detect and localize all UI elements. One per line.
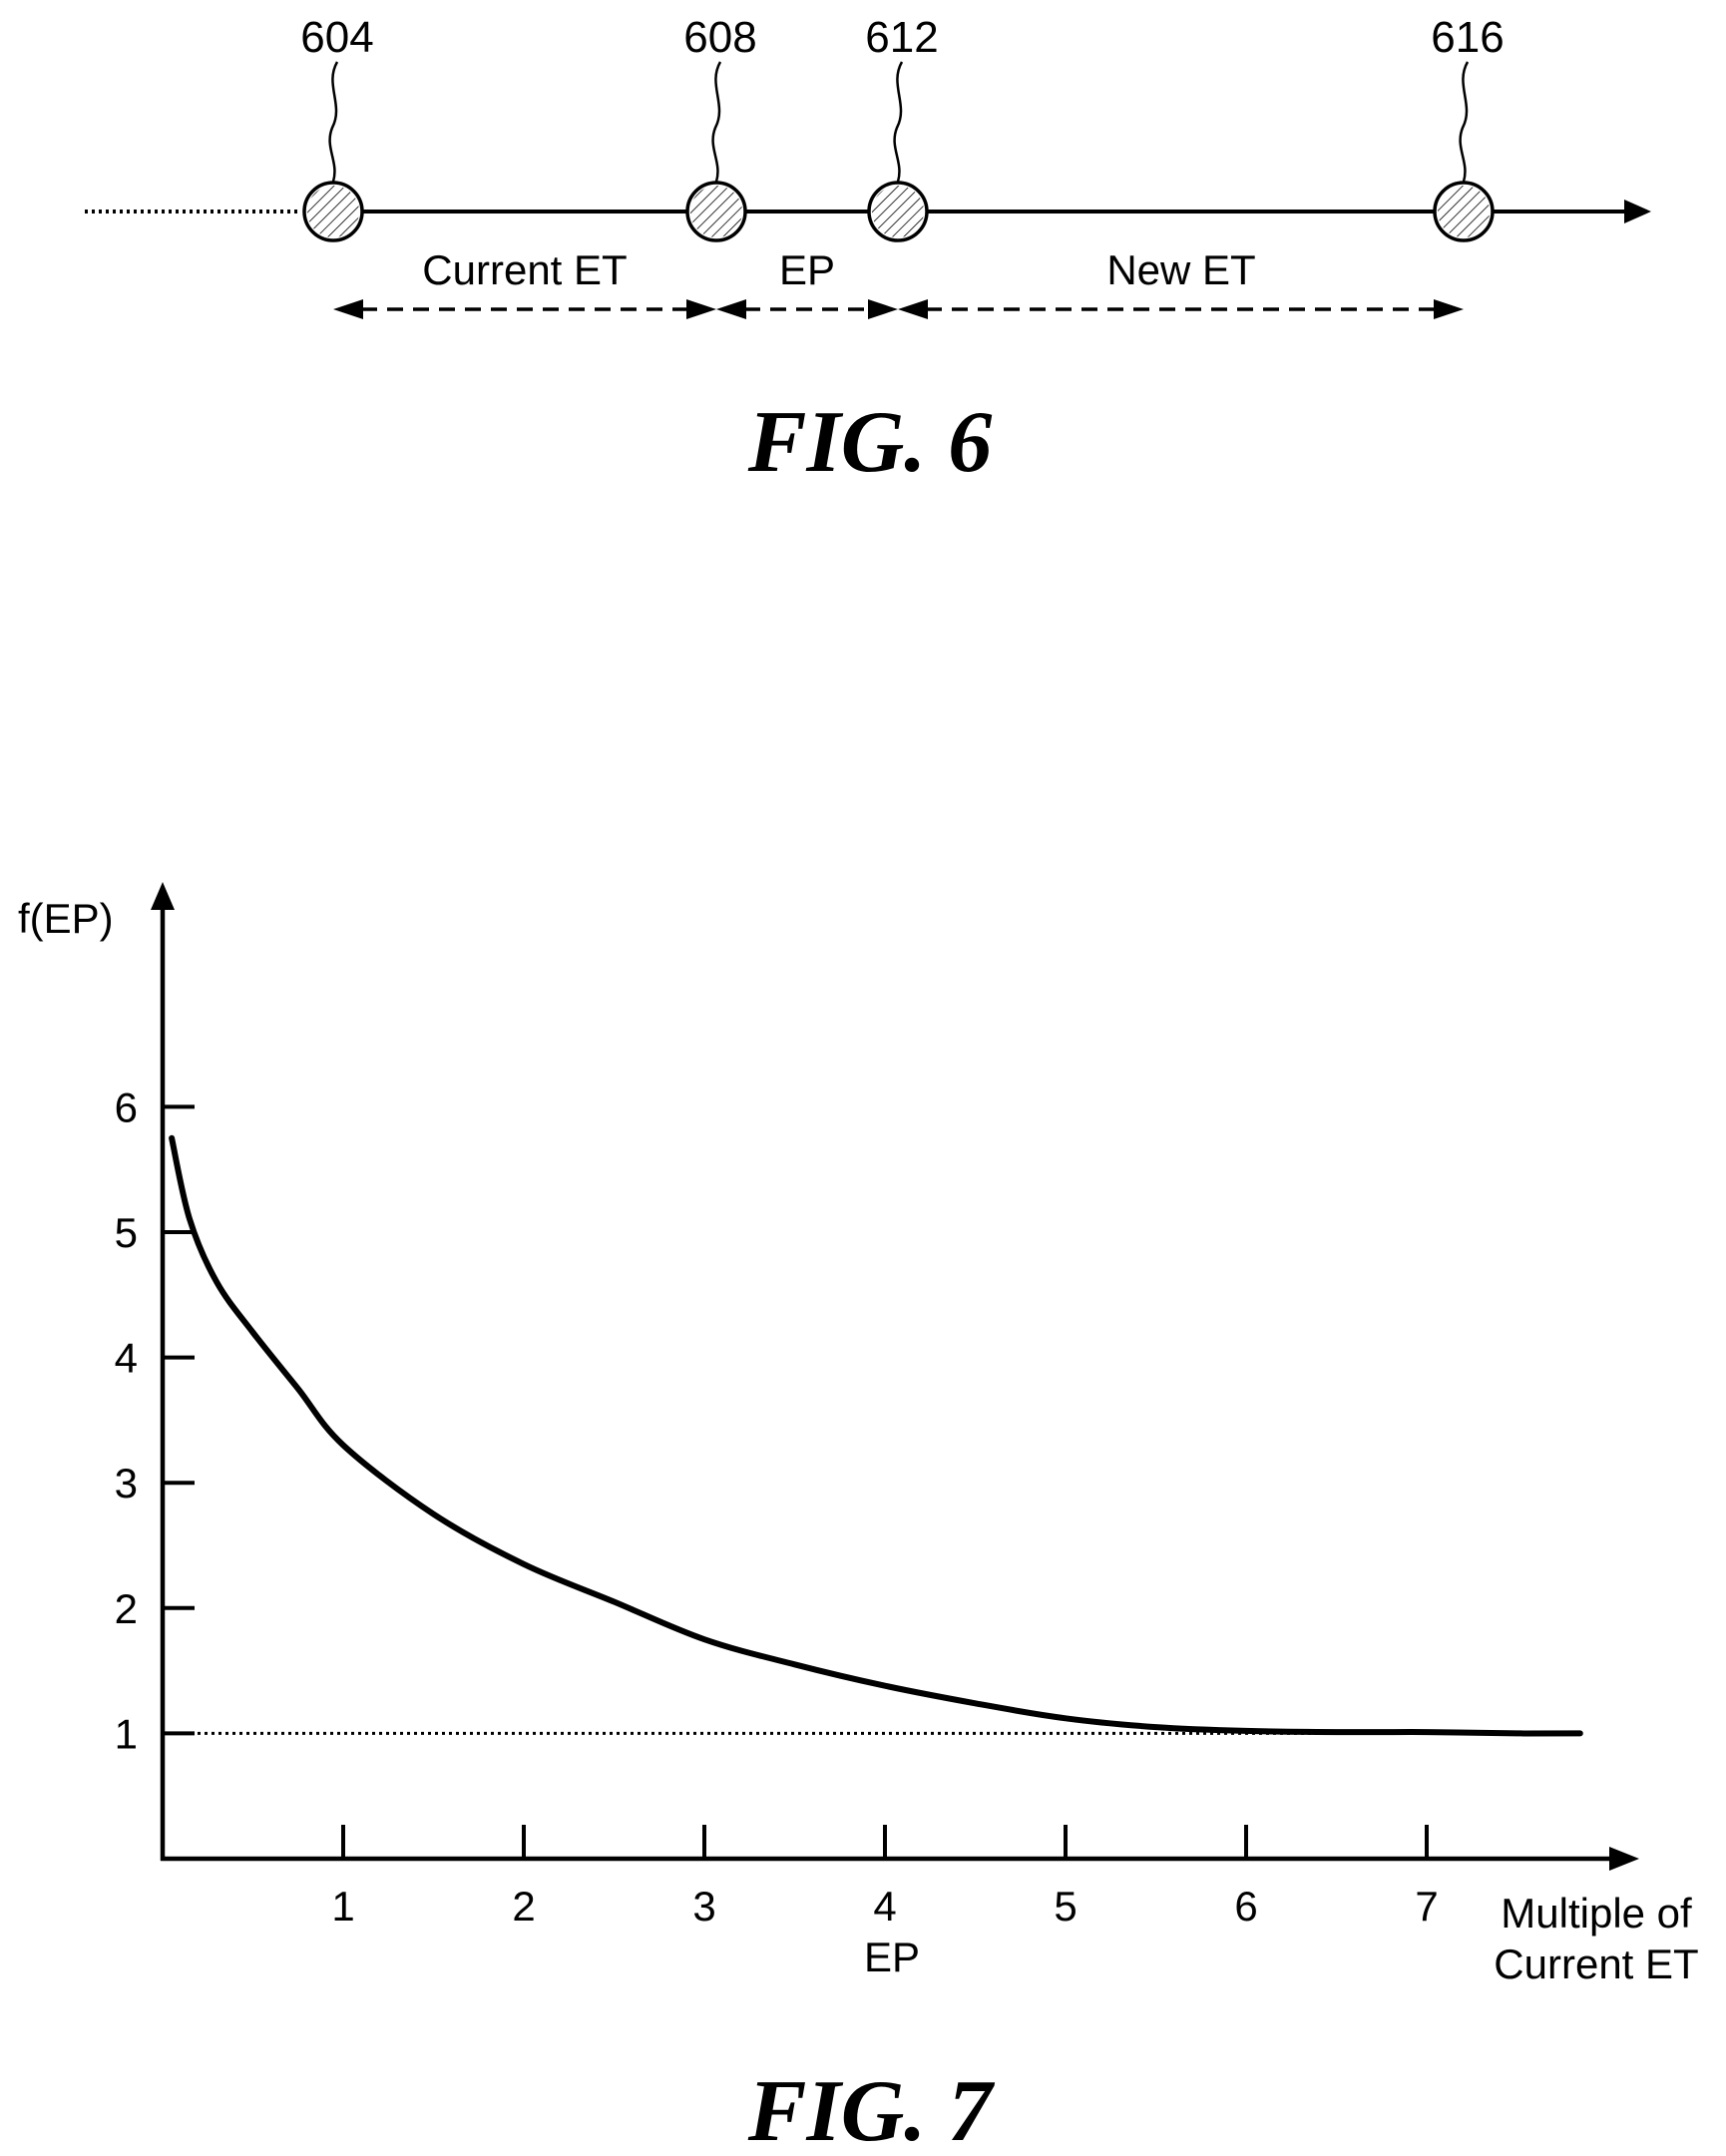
y-axis-label: f(EP) <box>18 895 114 942</box>
leader-612 <box>893 61 904 183</box>
ref-label-604: 604 <box>300 13 373 62</box>
ref-label-612: 612 <box>865 13 938 62</box>
node-612 <box>867 181 929 242</box>
node-604 <box>302 181 364 242</box>
span-arrow-new-et <box>898 299 1464 319</box>
fig6-timeline: 604 608 612 616 Current ET EP New ET FIG… <box>85 13 1651 491</box>
fig7-caption: FIG. 7 <box>747 2063 995 2156</box>
y-tick-label: 1 <box>115 1710 138 1757</box>
y-tick-label: 5 <box>115 1209 138 1256</box>
y-tick-label: 6 <box>115 1083 138 1130</box>
y-tick-label: 4 <box>115 1335 138 1382</box>
y-axis-arrowhead <box>151 882 175 910</box>
fig6-caption: FIG. 6 <box>747 394 993 491</box>
leader-604 <box>328 61 339 183</box>
x-axis-secondary-label-line1: Multiple of <box>1501 1890 1692 1937</box>
y-tick-label: 3 <box>115 1460 138 1507</box>
series-curve <box>169 1134 1583 1737</box>
x-axis-secondary-label-line2: Current ET <box>1494 1940 1698 1987</box>
fig7-chart: 1 2 3 4 5 6 1 2 3 4 5 6 7 f(EP) EP Multiple of Curr… <box>18 882 1699 2156</box>
node-616 <box>1433 181 1495 242</box>
ref-label-608: 608 <box>683 13 756 62</box>
y-ticks: 1 2 3 4 5 6 <box>115 1083 195 1757</box>
x-tick-label: 3 <box>692 1883 715 1930</box>
span-arrow-current-et <box>333 299 716 319</box>
span-arrow-ep <box>716 299 898 319</box>
x-tick-label: 2 <box>512 1883 535 1930</box>
ref-label-616: 616 <box>1431 13 1504 62</box>
x-tick-label: 1 <box>331 1883 354 1930</box>
x-tick-label: 5 <box>1054 1883 1077 1930</box>
span-label-new-et: New ET <box>1106 246 1255 293</box>
x-axis-label: EP <box>864 1934 920 1980</box>
y-tick-label: 2 <box>115 1585 138 1632</box>
x-ticks: 1 2 3 4 5 6 7 <box>331 1825 1439 1930</box>
x-tick-label: 7 <box>1415 1883 1438 1930</box>
x-tick-label: 4 <box>873 1883 896 1930</box>
node-608 <box>685 181 747 242</box>
leader-616 <box>1459 61 1470 183</box>
x-axis-arrowhead <box>1609 1847 1639 1871</box>
timeline-arrowhead <box>1624 200 1651 223</box>
span-label-ep: EP <box>779 246 835 293</box>
span-label-current-et: Current ET <box>422 246 627 293</box>
x-tick-label: 6 <box>1234 1883 1257 1930</box>
leader-608 <box>711 61 722 183</box>
